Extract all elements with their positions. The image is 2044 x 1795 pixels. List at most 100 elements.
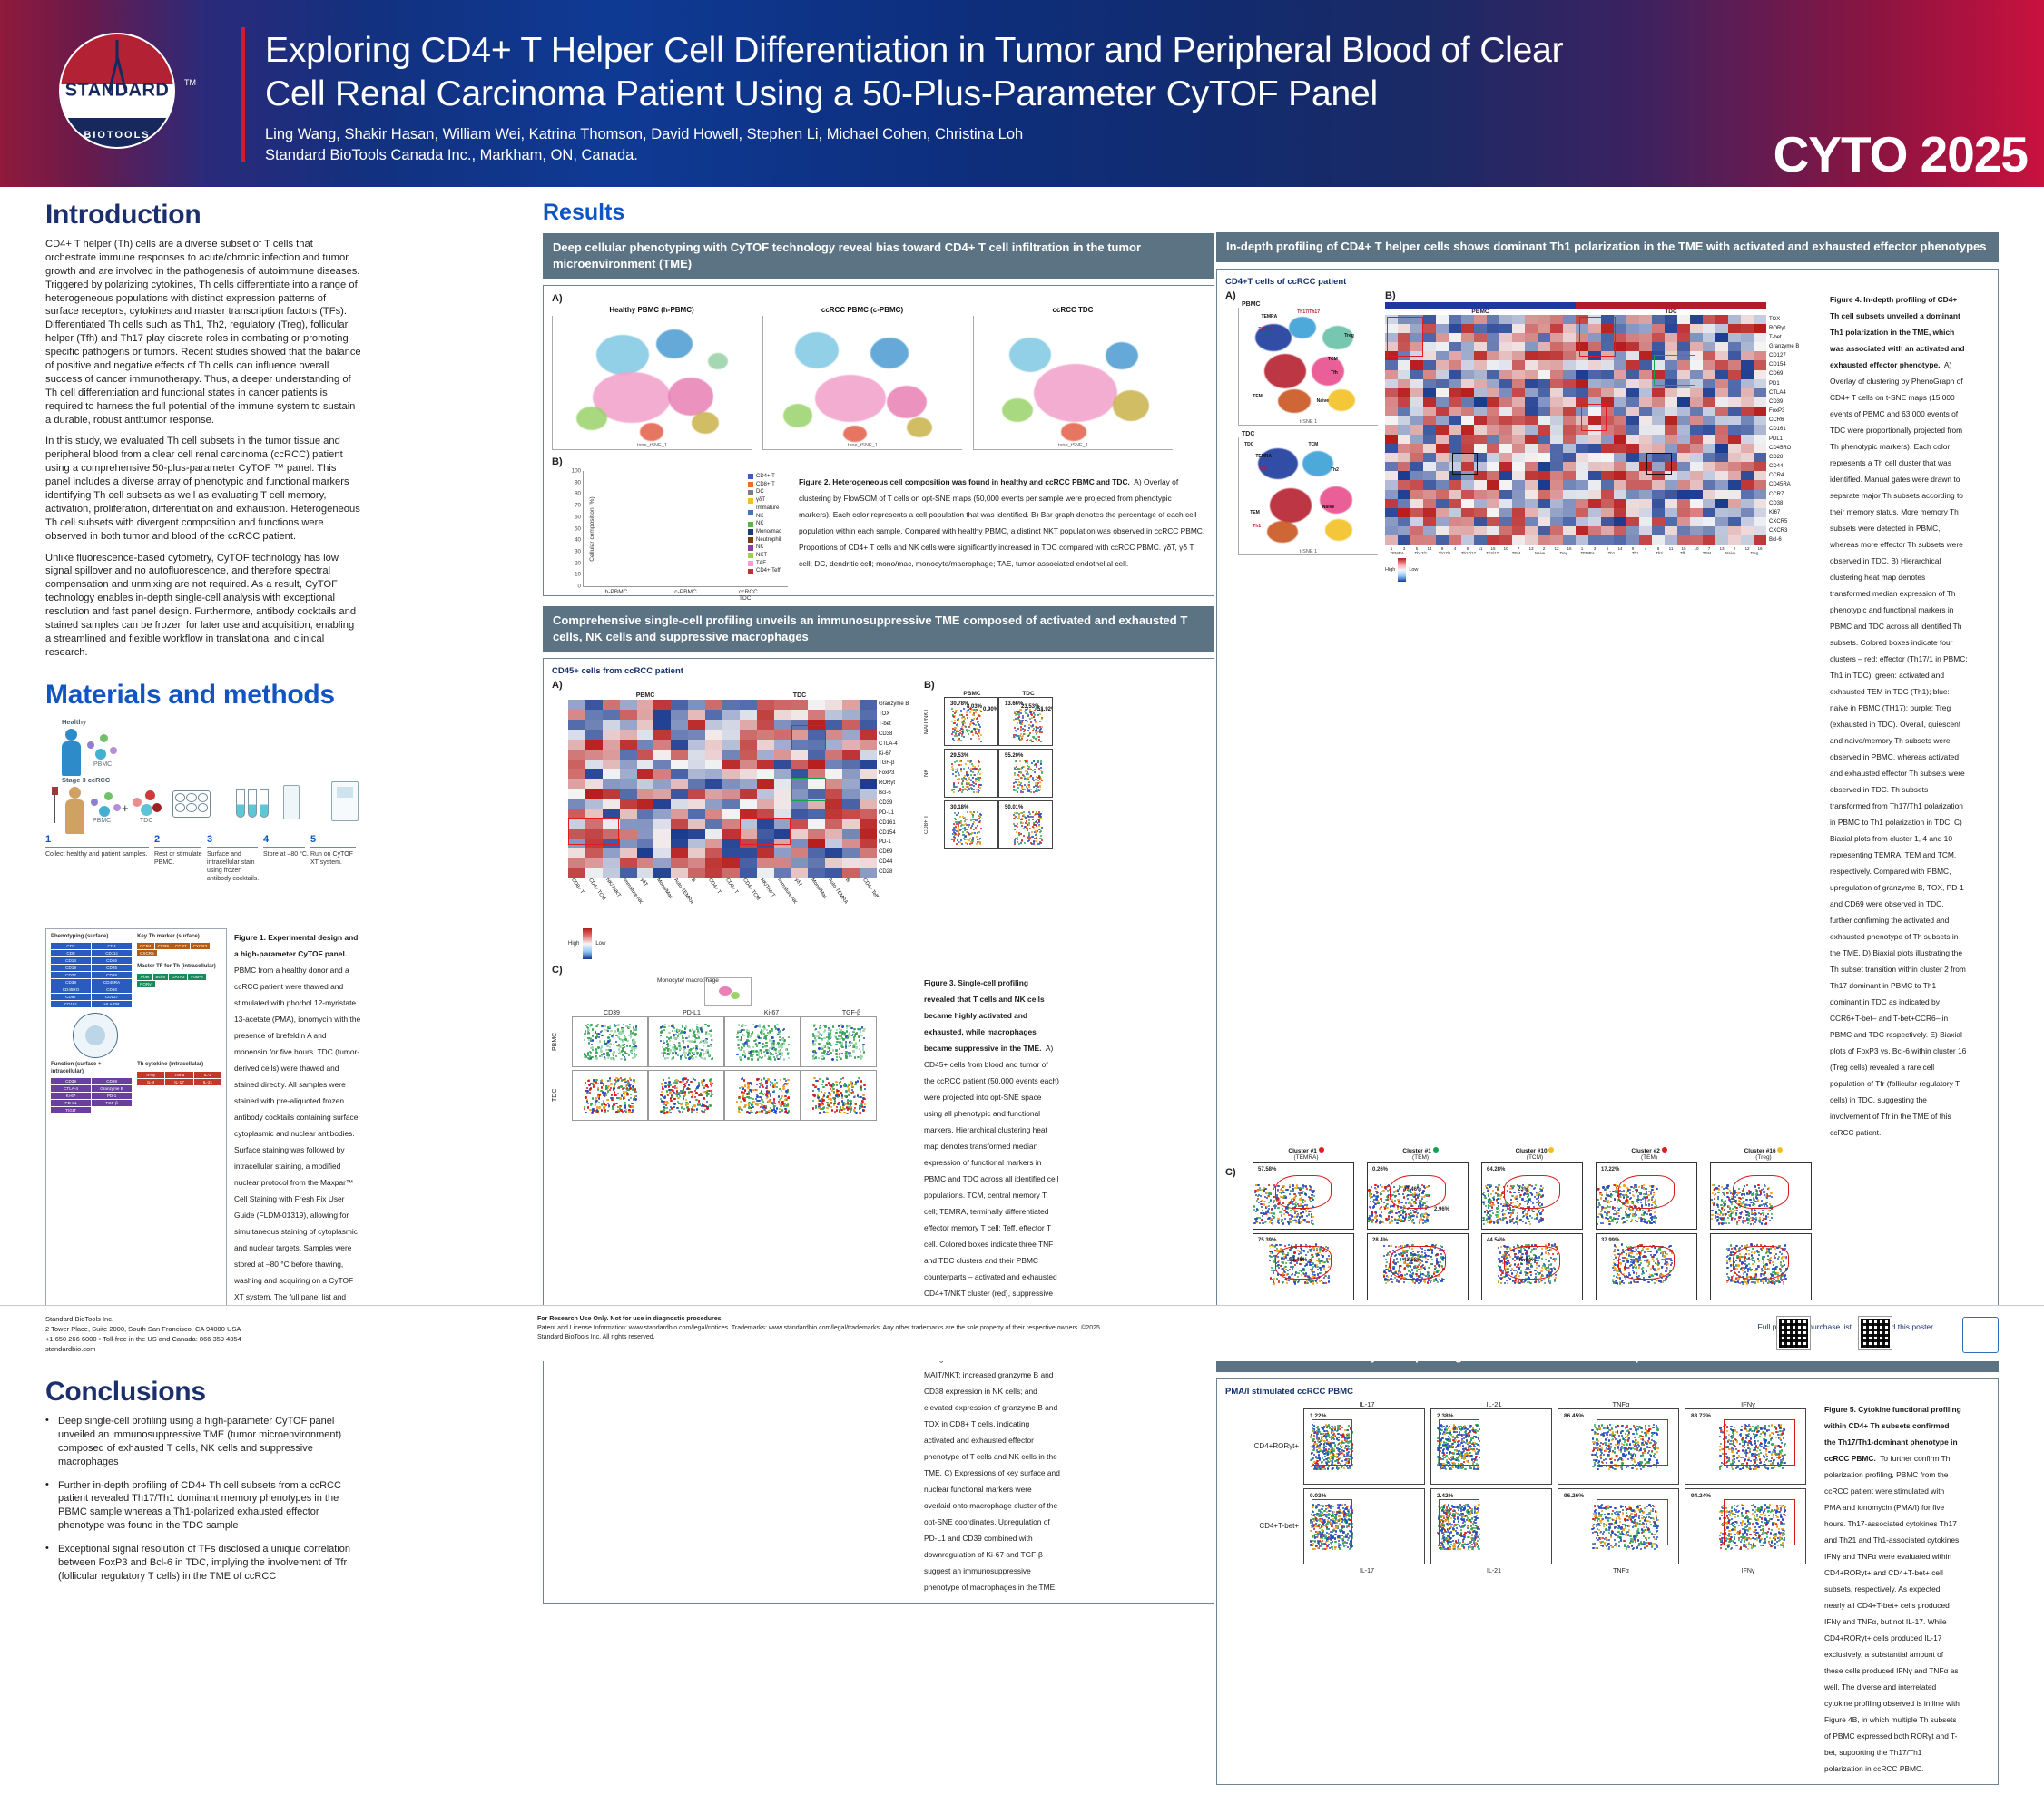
heatmap-cell [619,818,637,829]
heatmap-cell [1728,416,1741,426]
heatmap-col-label: CD4+ TCM [586,878,606,902]
heatmap-cell [1398,462,1410,472]
heatmap-row-label: CCR4 [1769,473,1784,479]
heatmap-cell [1385,332,1398,343]
heatmap-cell [688,759,706,770]
heatmap-cell [1677,471,1690,481]
heatmap-cell [1461,471,1474,481]
heatmap-cell [1550,517,1563,527]
heatmap-cell [1639,507,1652,518]
cytokine-density-plot: 94.24% [1685,1487,1806,1564]
heatmap-cell [808,799,826,809]
figure2-caption-text: A) Overlay of clustering by FlowSOM of T… [799,477,1205,569]
figure4-panelC-label: C) [1225,1166,1236,1178]
heatmap-cell [1614,517,1626,527]
heatmap-cell [1550,342,1563,352]
heatmap-cell [653,729,672,740]
heatmap-cell [602,838,620,848]
qr-code-panel-icon[interactable] [1776,1316,1811,1350]
heatmap-cell [1741,471,1754,481]
heatmap-cell [842,789,860,799]
cluster-label: Tfh [1330,370,1338,377]
heatmap-cell [1588,360,1601,370]
heatmap-cell [619,838,637,848]
panel-marker-box: Phenotyping (surface) CD3 CD4 CD8 CD11c … [45,927,227,1353]
heatmap-cell [860,828,877,839]
heatmap-cell [842,739,860,750]
heatmap-cell [860,848,877,858]
heatmap-cell [1703,434,1715,444]
heatmap-cell [671,838,689,848]
heatmap-col-label: CD4+ T [707,878,722,896]
heatmap-row-label: CTLA-4 [879,741,898,747]
heatmap-row-label: PD-L1 [879,809,895,816]
heatmap-cell [705,729,722,740]
heatmap-cell [1703,351,1715,361]
heatmap-cell [1652,416,1665,426]
heatmap-col-number: 7 [1707,545,1711,551]
heatmap-cell [739,868,757,878]
heatmap-cell [1423,314,1436,324]
heatmap-cell [602,749,620,760]
heatmap-cell [722,739,740,750]
heatmap-cell [860,759,877,770]
heatmap-cell [825,799,843,809]
heatmap-cell [1525,323,1538,333]
heatmap-cell [1588,351,1601,361]
heatmap-cell [756,818,774,829]
heatmap-cell [1715,535,1728,545]
footer-website[interactable]: standardbio.com [45,1344,96,1353]
workflow-step-3: 3 Surface and intracellular stain using … [207,834,263,883]
heatmap-cell [1461,462,1474,472]
heatmap-cell [773,799,791,809]
heatmap-cell [1626,480,1639,490]
footer-company: Standard BioTools Inc. [45,1315,114,1323]
master-tf-title: Master TF for Th (intracellular) [137,964,216,970]
cluster-label: Th1 [1258,465,1267,471]
heatmap-col-number: 3 [1402,545,1406,551]
heatmap-cell [1703,489,1715,499]
heatmap-cell [1677,526,1690,536]
heatmap-cell [842,769,860,780]
heatmap-cell [1754,369,1766,379]
heatmap-cell [1703,526,1715,536]
heatmap-cell [1614,407,1626,417]
heatmap-cell [1436,378,1449,388]
heatmap-cell [1550,323,1563,333]
heatmap-cell [1728,332,1741,343]
figure4-caption-text: A) Overlay of clustering by PhenoGraph o… [1830,359,1968,1137]
heatmap-cell [1474,535,1487,545]
heatmap-cell [1410,378,1423,388]
dotplot-row-label: CD8+ T [924,815,929,835]
heatmap-cell [1754,323,1766,333]
key-th-title: Key Th marker (surface) [137,933,200,939]
heatmap-cell [602,848,620,858]
heatmap-cell [1550,489,1563,499]
heatmap-cell [1741,517,1754,527]
heatmap-cell [1385,378,1398,388]
figure4-col-numbers: 1 3 5 14 9 4 6 11 15 10 7 13 2 12 16 1 3 5 14 9 4 6 11 15 10 7 13 2… [1385,546,1823,551]
heatmap-cell [1728,314,1741,324]
heatmap-cell [1461,323,1474,333]
marker-overlay-plot [648,1016,724,1068]
heatmap-col-label: γδT [792,878,802,888]
heatmap-cell [1728,407,1741,417]
heatmap-row-label: CD28 [1769,454,1784,460]
legend-swatch [748,561,753,566]
heatmap-cell [1499,434,1512,444]
heatmap-cell [1525,489,1538,499]
heatmap-cell [1665,360,1677,370]
heatmap-cell [1550,425,1563,435]
heatmap-cell [1690,314,1703,324]
heatmap-cell [1614,351,1626,361]
heatmap-cell [1715,387,1728,397]
heatmap-cell [1626,517,1639,527]
heatmap-cell [1614,314,1626,324]
heatmap-cell [1626,416,1639,426]
heatmap-cell [1423,416,1436,426]
footer-address-1: 2 Tower Place, Suite 2000, South San Fra… [45,1324,241,1333]
heatmap-cell [671,818,689,829]
heatmap-cell [1461,416,1474,426]
qr-code-poster-icon[interactable] [1858,1316,1892,1350]
heatmap-cell [1487,351,1499,361]
